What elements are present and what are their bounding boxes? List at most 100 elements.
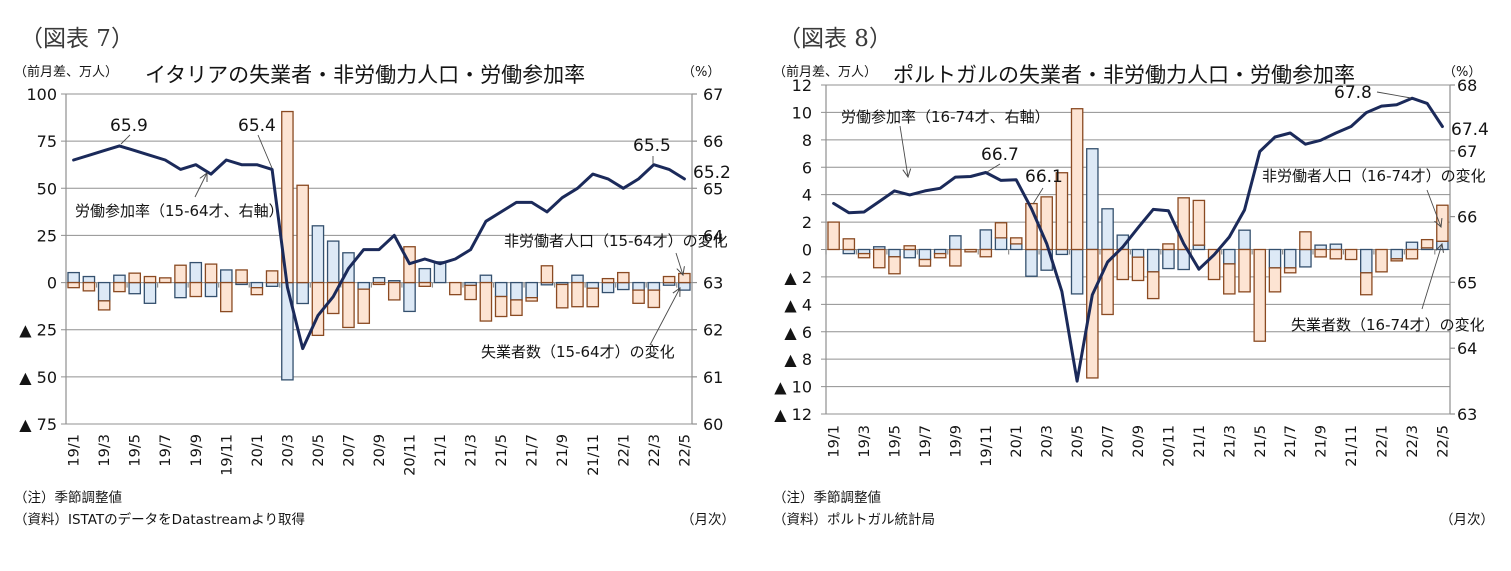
bar-non-labor-force-change <box>113 281 126 293</box>
bar-unemployed-change <box>903 248 916 259</box>
y-tick-label: ▲ 12 <box>774 405 812 424</box>
value-label: 65.2 <box>693 163 731 183</box>
bar-unemployed-change <box>1101 208 1114 251</box>
bar-unemployed-change <box>326 240 340 284</box>
bar-unemployed-change <box>1238 229 1251 251</box>
x-tick-label: 20/9 <box>372 434 388 467</box>
leader-arrow <box>675 252 683 275</box>
bar-non-labor-force-change <box>571 281 584 308</box>
bar-unemployed-change <box>601 281 615 294</box>
bar-unemployed-change <box>510 281 523 301</box>
bar-non-labor-force-change <box>933 252 947 259</box>
x-tick-label: 22/1 <box>1375 425 1391 458</box>
bar-unemployed-change <box>586 281 600 289</box>
source-text: （資料）ISTATのデータをDatastreamより取得 <box>14 511 305 528</box>
x-tick-label: 20/5 <box>311 434 327 467</box>
bar-series-group <box>67 110 691 381</box>
x-tick-label: 21/9 <box>555 434 571 467</box>
bar-non-labor-force-change <box>296 184 309 284</box>
y2-tick-label: 68 <box>1457 76 1477 95</box>
bar-non-labor-force-change <box>1192 199 1206 246</box>
y2-tick-label: 63 <box>1457 405 1477 424</box>
bar-unemployed-change <box>128 281 142 295</box>
value-label: 65.4 <box>238 116 276 136</box>
y-tick-label: 10 <box>792 103 812 122</box>
y2-tick-label: 66 <box>1457 208 1477 227</box>
series-label-non-labor-force: 非労働者人口（15-64才）の変化 <box>504 232 728 250</box>
bar-non-labor-force-change <box>1299 231 1312 251</box>
bar-non-labor-force-change <box>842 238 856 251</box>
bar-non-labor-force-change <box>1238 248 1251 293</box>
right-axis-unit-label: （%） <box>682 65 720 80</box>
bar-unemployed-change <box>632 281 645 291</box>
bar-unemployed-change <box>82 275 96 284</box>
bar-non-labor-force-change <box>678 272 691 284</box>
y-tick-label: ▲ 8 <box>784 350 812 369</box>
bar-non-labor-force-change <box>174 264 187 284</box>
bar-unemployed-change <box>189 261 203 284</box>
y-tick-label: ▲ 6 <box>784 323 812 342</box>
value-label: 65.5 <box>633 136 671 156</box>
leader-arrow <box>194 173 207 198</box>
leader-arrow <box>1426 189 1441 227</box>
x-tick-label: 20/7 <box>342 434 358 467</box>
bar-non-labor-force-change <box>418 281 432 287</box>
bar-non-labor-force-change <box>949 248 962 267</box>
x-tick-label: 22/3 <box>1405 425 1421 458</box>
bar-non-labor-force-change <box>1146 271 1160 300</box>
bar-non-labor-force-change <box>1177 197 1190 251</box>
bar-unemployed-change <box>97 281 111 302</box>
bar-unemployed-change <box>1223 248 1236 265</box>
bar-unemployed-change <box>571 274 584 284</box>
bar-non-labor-force-change <box>540 265 554 284</box>
y-tick-label: 25 <box>37 226 57 245</box>
x-tick-label: 20/3 <box>1040 425 1056 458</box>
gridlines <box>821 84 1450 415</box>
value-label: 67.8 <box>1334 83 1372 103</box>
bar-unemployed-change <box>311 225 325 284</box>
bar-unemployed-change <box>949 235 962 251</box>
x-tick-label: 19/5 <box>888 425 904 458</box>
bar-unemployed-change <box>220 269 233 284</box>
x-tick-label: 21/3 <box>464 434 480 467</box>
bar-non-labor-force-change <box>479 281 493 322</box>
bar-non-labor-force-change <box>888 256 901 275</box>
y-tick-label: 75 <box>37 132 57 151</box>
leader-line <box>1032 187 1044 205</box>
bar-unemployed-change <box>1314 244 1327 251</box>
bar-non-labor-force-change <box>662 275 676 284</box>
bar-unemployed-change <box>525 281 538 299</box>
bar-non-labor-force-change <box>1268 267 1282 293</box>
bar-non-labor-force-change <box>1086 248 1099 379</box>
bar-non-labor-force-change <box>510 299 523 317</box>
bar-non-labor-force-change <box>555 283 569 309</box>
value-label: 66.7 <box>981 145 1019 165</box>
bar-unemployed-change <box>1283 248 1297 269</box>
bar-non-labor-force-change <box>1360 272 1373 296</box>
leader-line <box>1376 91 1412 99</box>
y-tick-label: 0 <box>802 241 812 260</box>
x-tick-label: 19/1 <box>827 425 843 458</box>
bar-non-labor-force-change <box>449 281 462 296</box>
y-tick-label: 50 <box>37 179 57 198</box>
x-tick-label: 20/5 <box>1070 425 1086 458</box>
bar-unemployed-change <box>1390 248 1404 260</box>
participation-rate-line <box>72 144 686 351</box>
bar-non-labor-force-change <box>265 270 279 284</box>
x-tick-label: 21/5 <box>494 434 510 467</box>
bar-non-labor-force-change <box>204 263 218 284</box>
source-text: （資料）ポルトガル統計局 <box>773 512 935 528</box>
bar-non-labor-force-change <box>979 248 993 258</box>
chart-title: ポルトガルの失業者・非労働力人口・労働参加率 <box>893 63 1355 87</box>
bar-non-labor-force-change <box>1329 248 1343 260</box>
x-tick-label: 20/9 <box>1131 425 1147 458</box>
bar-non-labor-force-change <box>1101 248 1114 316</box>
bar-non-labor-force-change <box>143 275 157 284</box>
y2-tick-label: 60 <box>703 415 723 434</box>
frequency-label: （月次） <box>1440 512 1494 528</box>
bar-non-labor-force-change <box>1390 258 1404 262</box>
series-label-participation-rate: 労働参加率（16-74才、右軸） <box>841 108 1050 126</box>
left-axis-unit-label: （前月差、万人） <box>773 64 877 80</box>
bar-non-labor-force-change <box>1055 172 1069 251</box>
bar-non-labor-force-change <box>1009 237 1023 245</box>
